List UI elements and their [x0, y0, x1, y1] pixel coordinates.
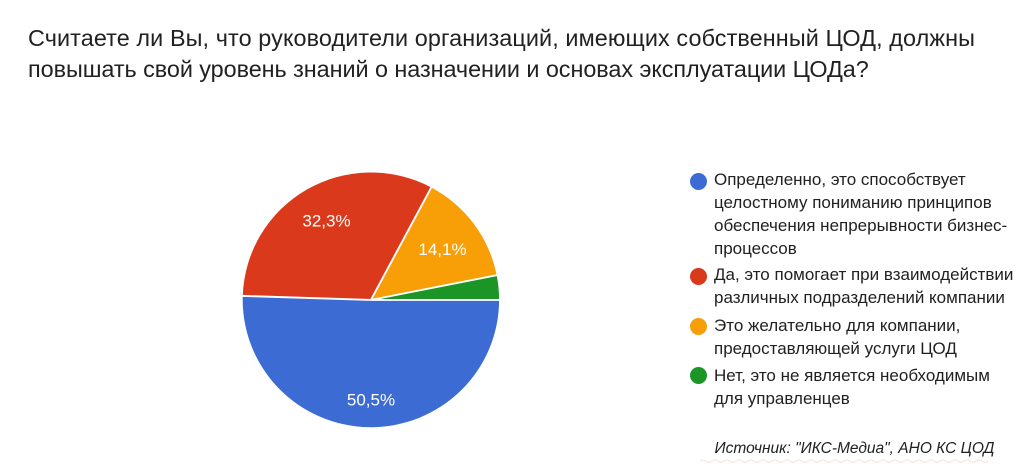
svg-text:14,1%: 14,1%: [418, 240, 466, 259]
svg-text:32,3%: 32,3%: [302, 211, 350, 230]
svg-text:50,5%: 50,5%: [347, 390, 395, 409]
